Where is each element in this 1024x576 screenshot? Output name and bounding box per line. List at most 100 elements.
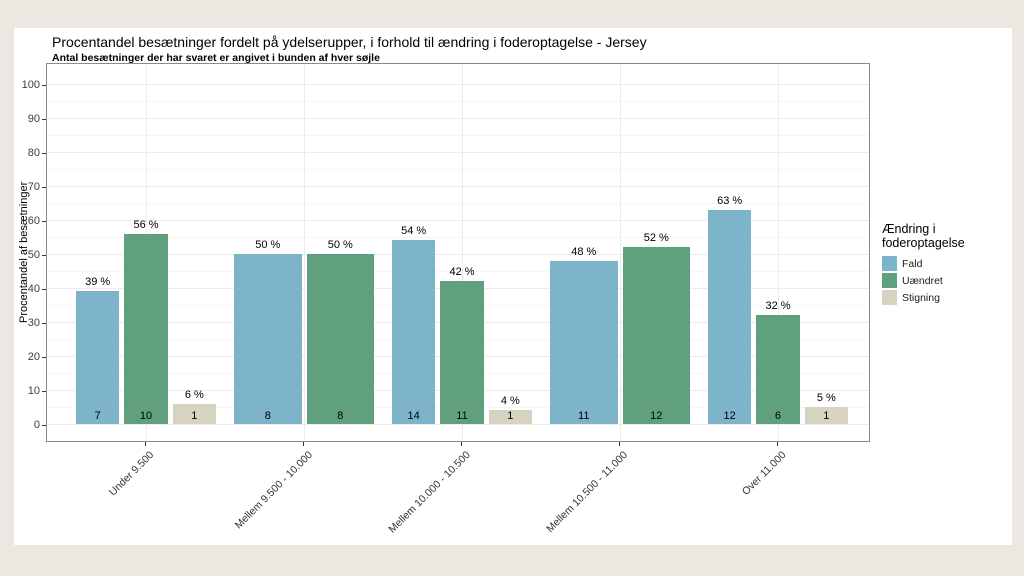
bar-fald: 48 % 11 <box>550 246 618 424</box>
bar-stigning: 4 % 1 <box>488 395 532 424</box>
chart-title: Procentandel besætninger fordelt på ydel… <box>52 34 647 50</box>
legend-title: Ændring i foderoptagelse <box>882 222 965 250</box>
x-tick-mark <box>461 442 462 446</box>
y-tick-mark <box>42 357 46 358</box>
x-tick-label: Over 11.000 <box>739 449 789 498</box>
y-tick-mark <box>42 221 46 222</box>
gridline-y <box>47 168 869 170</box>
y-tick-mark <box>42 153 46 154</box>
gridline-y <box>47 151 869 153</box>
bar-uændret: 32 % 6 <box>756 300 800 424</box>
gridline-y <box>47 219 869 221</box>
bar-percent-label: 54 % <box>401 225 427 238</box>
bar-group: 54 % 14 42 % 11 4 % 1 <box>392 225 532 424</box>
bar-percent-label: 32 % <box>765 300 791 313</box>
gridline-y <box>47 134 869 136</box>
bar-fald: 39 % 7 <box>76 276 120 424</box>
bar-fald: 50 % 8 <box>234 239 302 424</box>
gridline-x <box>777 64 779 441</box>
y-tick-label: 30 <box>27 317 40 329</box>
bar-percent-label: 50 % <box>327 239 353 251</box>
y-tick-label: 40 <box>27 283 40 295</box>
y-tick-mark <box>42 391 46 392</box>
bar-count-label: 1 <box>823 410 830 422</box>
legend-item: Stigning <box>882 290 1012 305</box>
x-tick-mark <box>619 442 620 446</box>
legend-label: Fald <box>902 257 923 270</box>
bar-count-label: 10 <box>139 410 153 422</box>
legend-swatch-uændret <box>882 273 897 288</box>
bar-group: 39 % 7 56 % 10 6 % 1 <box>76 219 216 424</box>
y-tick-mark <box>42 85 46 86</box>
bar-stigning: 5 % 1 <box>804 392 848 424</box>
y-tick-mark <box>42 425 46 426</box>
bar-percent-label: 48 % <box>571 245 597 258</box>
bar-count-label: 1 <box>191 410 198 422</box>
plot-panel: 39 % 7 56 % 10 6 % 1 50 % 8 50 % 8 54 % 14 42 % 11 4 %… <box>46 63 870 442</box>
y-tick-label: 80 <box>27 147 40 159</box>
y-tick-mark <box>42 289 46 290</box>
legend-label: Stigning <box>902 291 940 304</box>
y-tick-mark <box>42 255 46 256</box>
y-tick-label: 90 <box>27 113 40 125</box>
gridline-y <box>47 100 869 102</box>
legend-items: Fald Uændret Stigning <box>882 256 1012 307</box>
y-tick-label: 70 <box>27 181 40 193</box>
legend-label: Uændret <box>902 274 943 287</box>
x-tick-label: Mellem 9.500 - 10.000 <box>232 449 315 532</box>
gridline-y <box>47 236 869 238</box>
x-tick-mark <box>777 442 778 446</box>
gridline-y <box>47 117 869 119</box>
gridline-x <box>461 64 463 441</box>
gridline-x <box>619 64 621 441</box>
y-tick-mark <box>42 323 46 324</box>
y-tick-label: 0 <box>33 419 40 431</box>
bar-count-label: 1 <box>507 410 514 422</box>
bar-uændret: 50 % 8 <box>306 239 374 424</box>
bar-percent-label: 5 % <box>816 392 836 404</box>
gridline-y <box>47 423 869 425</box>
bar-uændret: 56 % 10 <box>124 219 168 424</box>
bar-group: 63 % 12 32 % 6 5 % 1 <box>708 195 848 424</box>
x-tick-label: Under 9.500 <box>107 449 157 499</box>
x-tick-label: Mellem 10.000 - 10.500 <box>385 449 473 536</box>
chart-subtitle: Antal besætninger der har svaret er angi… <box>52 52 380 64</box>
bar-group: 50 % 8 50 % 8 <box>234 239 374 424</box>
bar-percent-label: 63 % <box>717 194 743 207</box>
bar-uændret: 52 % 12 <box>622 232 690 424</box>
bar-fald: 63 % 12 <box>708 195 752 424</box>
legend: Ændring i foderoptagelse Fald Uændret Stig… <box>882 222 1012 307</box>
bar-uændret: 42 % 11 <box>440 266 484 424</box>
gridline-y <box>47 253 869 255</box>
x-tick-mark <box>145 442 146 446</box>
y-tick-label: 10 <box>27 385 40 397</box>
chart-card: Procentandel besætninger fordelt på ydel… <box>14 28 1012 545</box>
y-tick-label: 50 <box>27 249 40 261</box>
bar-percent-label: 56 % <box>133 218 159 231</box>
gridline-x <box>303 64 305 441</box>
bar-percent-label: 50 % <box>255 239 281 251</box>
bar-percent-label: 6 % <box>184 388 204 401</box>
bar-percent-label: 39 % <box>85 276 111 289</box>
bar-count-label: 8 <box>337 410 344 422</box>
bar-group: 48 % 11 52 % 12 <box>550 232 690 424</box>
bar-stigning: 6 % 1 <box>172 389 216 424</box>
bar-count-label: 6 <box>774 410 782 422</box>
legend-swatch-fald <box>882 256 897 271</box>
y-tick-mark <box>42 187 46 188</box>
legend-item: Uændret <box>882 273 1012 288</box>
legend-item: Fald <box>882 256 1012 271</box>
bar-count-label: 11 <box>578 410 590 422</box>
gridline-y <box>47 83 869 85</box>
y-tick-mark <box>42 119 46 120</box>
bar-count-label: 8 <box>264 410 271 422</box>
x-tick-mark <box>303 442 304 446</box>
bar-fald: 54 % 14 <box>392 225 436 424</box>
legend-swatch-stigning <box>882 290 897 305</box>
y-tick-label: 100 <box>21 79 40 91</box>
bar-count-label: 11 <box>456 410 468 422</box>
bar-count-label: 12 <box>650 410 663 422</box>
bar-percent-label: 42 % <box>449 266 475 279</box>
x-tick-label: Mellem 10.500 - 11.000 <box>544 449 631 535</box>
y-tick-label: 20 <box>27 351 40 363</box>
